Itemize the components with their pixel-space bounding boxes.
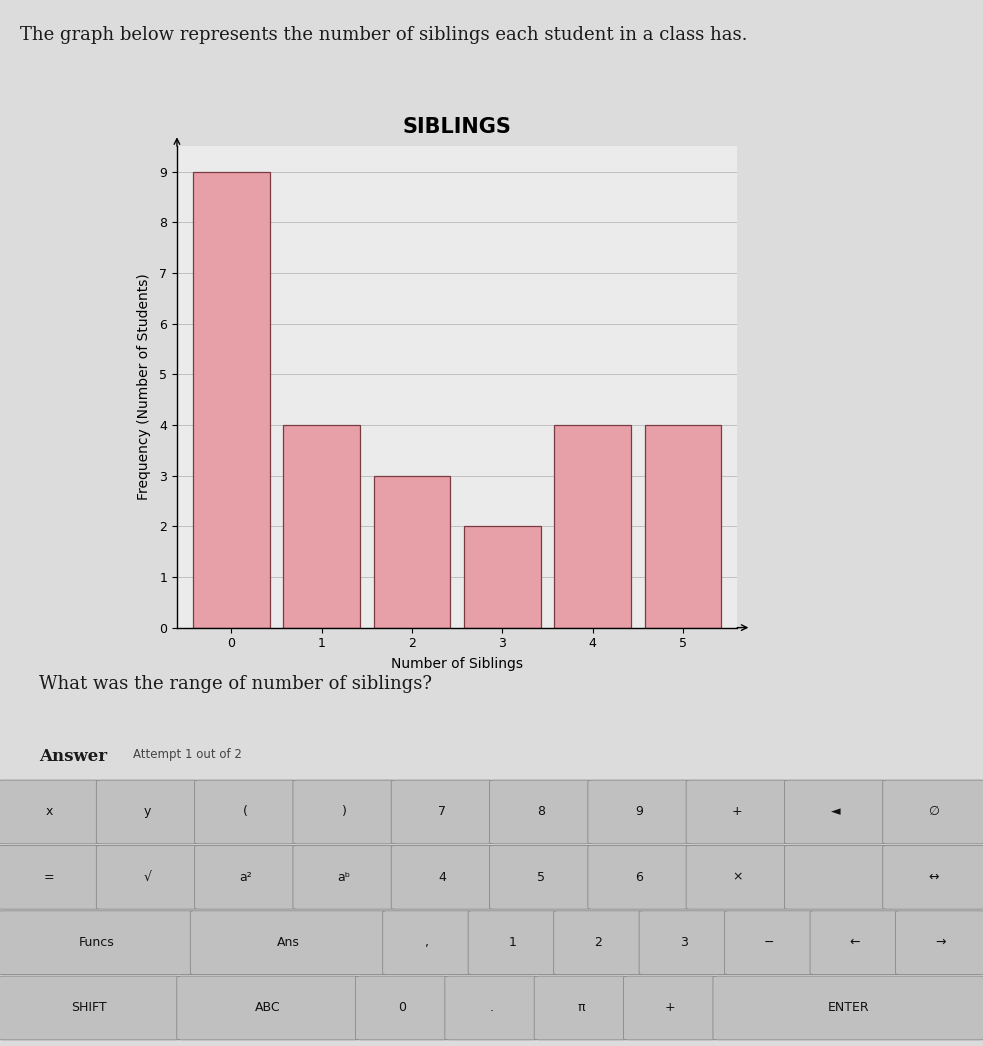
FancyBboxPatch shape <box>382 911 472 975</box>
FancyBboxPatch shape <box>191 911 386 975</box>
FancyBboxPatch shape <box>391 780 493 844</box>
Bar <box>464 526 541 628</box>
Text: x: x <box>45 805 53 818</box>
Text: 6: 6 <box>635 870 643 884</box>
Text: ↔: ↔ <box>929 870 939 884</box>
FancyBboxPatch shape <box>686 845 788 909</box>
Text: ←: ← <box>849 936 860 949</box>
FancyBboxPatch shape <box>96 845 199 909</box>
Bar <box>554 425 631 628</box>
FancyBboxPatch shape <box>0 780 100 844</box>
Title: SIBLINGS: SIBLINGS <box>403 116 511 137</box>
Text: =: = <box>44 870 54 884</box>
Text: ∅: ∅ <box>928 805 940 818</box>
Text: aᵇ: aᵇ <box>337 870 351 884</box>
Text: →: → <box>935 936 946 949</box>
Text: Answer: Answer <box>39 748 107 765</box>
FancyBboxPatch shape <box>0 845 100 909</box>
Bar <box>193 172 269 628</box>
FancyBboxPatch shape <box>784 780 887 844</box>
Text: ENTER: ENTER <box>828 1001 870 1015</box>
X-axis label: Number of Siblings: Number of Siblings <box>391 657 523 672</box>
FancyBboxPatch shape <box>391 845 493 909</box>
Text: a²: a² <box>240 870 252 884</box>
FancyBboxPatch shape <box>784 845 887 909</box>
Text: π: π <box>577 1001 585 1015</box>
FancyBboxPatch shape <box>195 780 297 844</box>
Text: Attempt 1 out of 2: Attempt 1 out of 2 <box>133 748 242 760</box>
Text: 0: 0 <box>398 1001 406 1015</box>
FancyBboxPatch shape <box>883 780 983 844</box>
FancyBboxPatch shape <box>177 976 360 1040</box>
Y-axis label: Frequency (Number of Students): Frequency (Number of Students) <box>137 274 150 500</box>
Text: y: y <box>144 805 151 818</box>
FancyBboxPatch shape <box>588 845 690 909</box>
Text: ◄: ◄ <box>831 805 840 818</box>
FancyBboxPatch shape <box>553 911 643 975</box>
Text: The graph below represents the number of siblings each student in a class has.: The graph below represents the number of… <box>20 26 747 44</box>
Text: +: + <box>732 805 742 818</box>
Text: 9: 9 <box>635 805 643 818</box>
FancyBboxPatch shape <box>713 976 983 1040</box>
FancyBboxPatch shape <box>810 911 899 975</box>
FancyBboxPatch shape <box>490 780 592 844</box>
Text: SHIFT: SHIFT <box>72 1001 107 1015</box>
Text: ×: × <box>732 870 742 884</box>
Text: +: + <box>665 1001 675 1015</box>
Text: 3: 3 <box>680 936 688 949</box>
FancyBboxPatch shape <box>0 911 195 975</box>
Text: Ans: Ans <box>277 936 300 949</box>
Text: 5: 5 <box>537 870 545 884</box>
Text: 8: 8 <box>537 805 545 818</box>
Text: −: − <box>764 936 775 949</box>
Text: ): ) <box>342 805 346 818</box>
Text: What was the range of number of siblings?: What was the range of number of siblings… <box>39 675 433 692</box>
FancyBboxPatch shape <box>639 911 728 975</box>
FancyBboxPatch shape <box>293 780 395 844</box>
Bar <box>374 476 450 628</box>
FancyBboxPatch shape <box>883 845 983 909</box>
FancyBboxPatch shape <box>0 976 181 1040</box>
Text: ABC: ABC <box>256 1001 281 1015</box>
FancyBboxPatch shape <box>356 976 449 1040</box>
Bar <box>645 425 722 628</box>
Text: ,: , <box>426 936 430 949</box>
FancyBboxPatch shape <box>468 911 557 975</box>
FancyBboxPatch shape <box>623 976 717 1040</box>
FancyBboxPatch shape <box>686 780 788 844</box>
Text: 4: 4 <box>438 870 446 884</box>
FancyBboxPatch shape <box>588 780 690 844</box>
Text: .: . <box>490 1001 493 1015</box>
Text: 2: 2 <box>595 936 603 949</box>
FancyBboxPatch shape <box>445 976 538 1040</box>
FancyBboxPatch shape <box>896 911 983 975</box>
FancyBboxPatch shape <box>534 976 627 1040</box>
Text: √: √ <box>144 870 151 884</box>
Text: Funcs: Funcs <box>79 936 114 949</box>
FancyBboxPatch shape <box>195 845 297 909</box>
FancyBboxPatch shape <box>490 845 592 909</box>
FancyBboxPatch shape <box>724 911 814 975</box>
Text: 1: 1 <box>509 936 517 949</box>
Bar <box>283 425 360 628</box>
FancyBboxPatch shape <box>96 780 199 844</box>
Text: (: ( <box>244 805 248 818</box>
Text: 7: 7 <box>438 805 446 818</box>
FancyBboxPatch shape <box>293 845 395 909</box>
